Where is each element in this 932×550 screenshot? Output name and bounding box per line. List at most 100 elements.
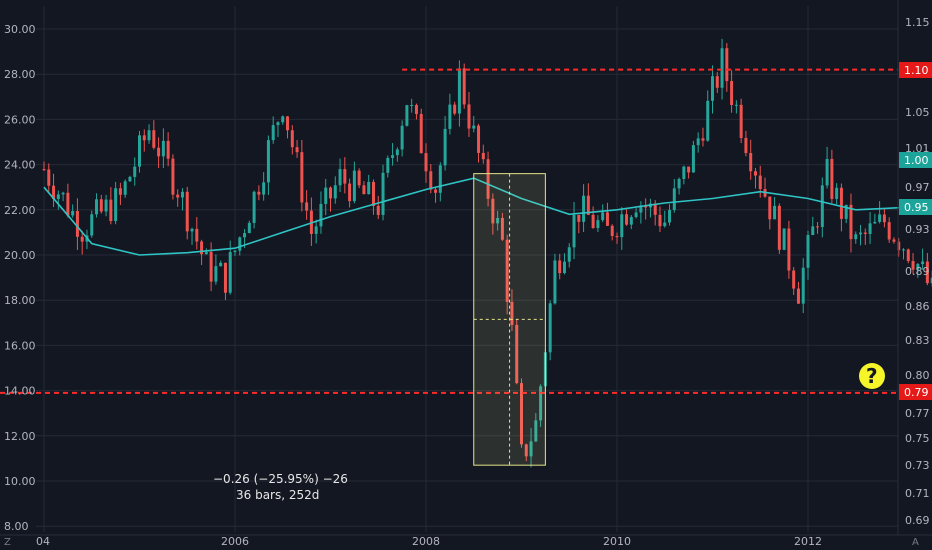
candle-body	[329, 187, 332, 199]
candle-body	[897, 241, 901, 251]
price-tag-bg	[899, 384, 932, 400]
left-axis-tick-label: 30.00	[4, 23, 36, 36]
candle-body	[505, 239, 509, 302]
candle-body	[558, 260, 562, 274]
candle-body	[515, 324, 519, 384]
candle-body	[395, 149, 399, 156]
candle-body	[835, 187, 839, 199]
candle-body	[419, 113, 423, 154]
candle-body	[434, 189, 438, 193]
candle-body	[61, 192, 65, 195]
candle-body	[701, 138, 705, 141]
candle-body	[477, 125, 481, 153]
candle-body	[118, 188, 122, 195]
candle-body	[266, 140, 270, 183]
left-axis-tick-label: 24.00	[4, 159, 36, 172]
candle-body	[605, 212, 609, 226]
candle-body	[219, 262, 223, 267]
candle-body	[448, 104, 452, 129]
candle-body	[262, 182, 266, 195]
candle-body	[844, 204, 848, 219]
candle-body	[796, 288, 800, 304]
candle-body	[653, 203, 657, 215]
left-axis-tick-label: 16.00	[4, 339, 36, 352]
left-axis-tick-label: 14.00	[4, 385, 36, 398]
candle-body	[391, 155, 395, 158]
candle-body	[443, 128, 447, 166]
candle-body	[429, 171, 433, 190]
candle-body	[47, 169, 51, 186]
left-axis-tick-label: 18.00	[4, 294, 36, 307]
candle-body	[104, 199, 108, 212]
candle-body	[849, 204, 853, 240]
candle-body	[510, 301, 514, 325]
price-tag-bg	[899, 152, 932, 168]
candle-body	[161, 140, 165, 157]
candle-body	[859, 232, 863, 235]
right-axis-tick-label: 0.97	[905, 181, 930, 194]
candle-body	[185, 191, 189, 232]
candle-body	[486, 159, 490, 199]
right-axis-tick-label: 0.89	[905, 265, 930, 278]
candle-body	[257, 191, 261, 195]
left-axis-tick-label: 20.00	[4, 249, 36, 262]
candle-body	[462, 68, 466, 105]
candle-body	[123, 181, 127, 195]
price-tag-label: 0.95	[904, 201, 929, 214]
candle-body	[176, 194, 180, 198]
candle-body	[271, 125, 275, 141]
candle-body	[357, 170, 361, 186]
candle-body	[491, 198, 495, 224]
right-axis-tick-label: 0.80	[905, 369, 930, 382]
candle-body	[539, 386, 543, 421]
candle-body	[596, 220, 600, 228]
candle-body	[663, 222, 667, 227]
left-axis-tick-label: 22.00	[4, 204, 36, 217]
candle-body	[696, 138, 700, 146]
candle-body	[691, 145, 695, 173]
candle-body	[629, 217, 633, 225]
candle-body	[801, 267, 805, 304]
candle-body	[672, 188, 676, 210]
price-tag-1-00: 1.00	[899, 152, 932, 168]
candle-body	[281, 116, 285, 123]
right-axis-tick-label: 1.15	[905, 16, 930, 29]
price-tags: 1.10 1.00 0.95 0.79	[899, 62, 932, 400]
candle-body	[314, 226, 318, 234]
candle-body	[453, 104, 457, 114]
candle-body	[524, 444, 528, 457]
grid	[36, 6, 898, 532]
candle-body	[930, 277, 932, 284]
x-axis-tick-label: 2008	[412, 535, 440, 548]
candle-body	[925, 261, 929, 284]
candle-body	[677, 178, 681, 189]
candle-body	[911, 261, 915, 270]
candle-body	[386, 157, 390, 173]
candle-body	[711, 76, 714, 101]
candle-body	[868, 223, 872, 234]
question-mark-text: ?	[866, 364, 878, 388]
candle-body	[773, 205, 777, 220]
candle-body	[916, 264, 920, 270]
candle-body	[744, 137, 748, 154]
candle-body	[52, 185, 56, 200]
candle-body	[863, 232, 867, 234]
candle-body	[99, 199, 103, 212]
candle-body	[529, 441, 533, 457]
candle-body	[90, 214, 94, 236]
right-axis-tick-label: 0.83	[905, 334, 930, 347]
candle-body	[496, 217, 500, 224]
candle-body	[457, 68, 461, 114]
candle-body	[534, 420, 538, 442]
price-tag-1-10: 1.10	[899, 62, 932, 78]
candle-body	[816, 226, 820, 228]
candle-body	[42, 169, 46, 171]
candle-body	[634, 212, 638, 218]
candle-body	[438, 165, 442, 193]
price-tag-label: 0.79	[904, 386, 929, 399]
candle-body	[204, 251, 208, 255]
right-axis-tick-label: 0.77	[905, 407, 930, 420]
candle-body	[214, 266, 218, 282]
